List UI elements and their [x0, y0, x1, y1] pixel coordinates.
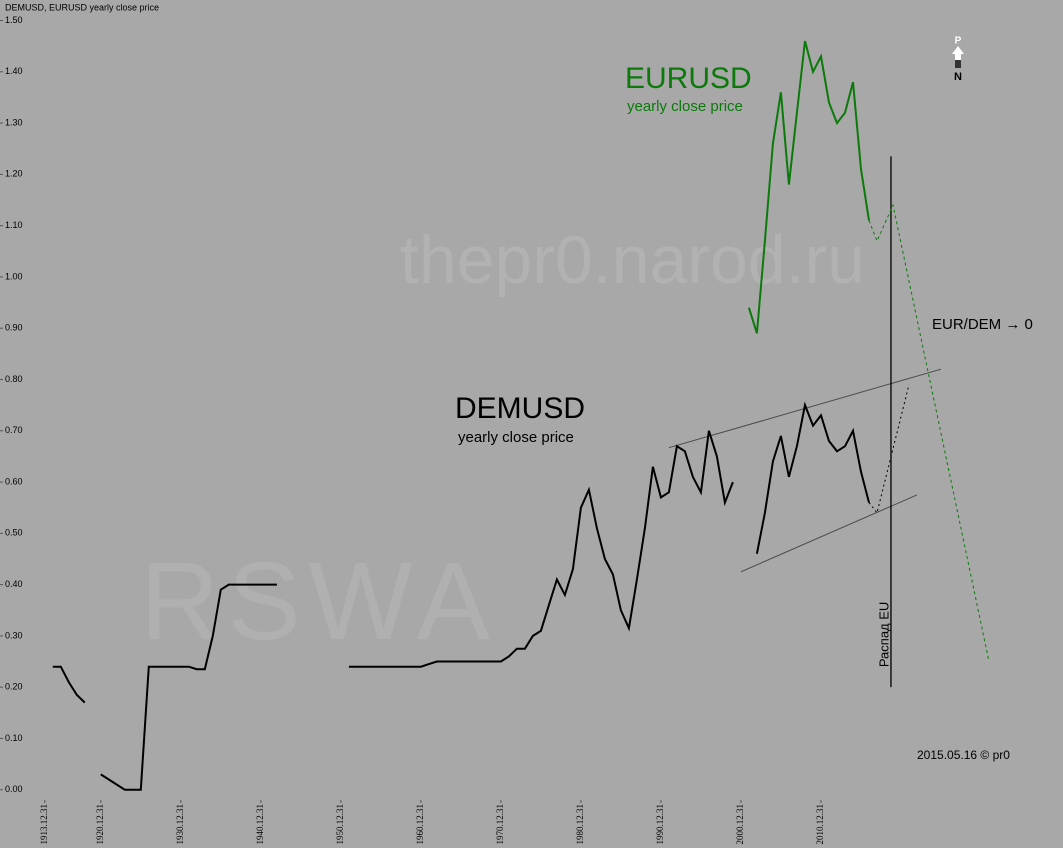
watermark: RSWA — [140, 540, 498, 663]
series-label: EURUSD — [625, 62, 752, 95]
y-tick-label: 1.30 — [5, 117, 23, 127]
y-tick-label: 1.50 — [5, 15, 23, 25]
y-tick-label: 0.70 — [5, 425, 23, 435]
x-tick-label: 1990.12.31 — [655, 804, 665, 845]
compass: P N — [952, 36, 964, 83]
x-tick-label: 1950.12.31 — [335, 804, 345, 845]
x-tick-label: 2000.12.31 — [735, 804, 745, 845]
x-tick-label: 1960.12.31 — [415, 804, 425, 845]
x-tick-label: 1970.12.31 — [495, 804, 505, 845]
watermark: thepr0.narod.ru — [400, 222, 865, 298]
x-tick-label: 1913.12.31 — [39, 804, 49, 845]
y-tick-label: 0.50 — [5, 528, 23, 538]
y-tick-label: 1.20 — [5, 169, 23, 179]
series-line — [52, 401, 870, 791]
y-tick-label: 1.40 — [5, 66, 23, 76]
y-tick-label: 0.60 — [5, 476, 23, 486]
annotation: EUR/DEM → 0 — [932, 316, 1033, 333]
x-tick-label: 1920.12.31 — [95, 804, 105, 845]
x-tick-label: 1930.12.31 — [175, 804, 185, 845]
series-line — [747, 40, 870, 334]
y-tick-label: 1.00 — [5, 271, 23, 281]
chart-title: DEMUSD, EURUSD yearly close price — [5, 2, 159, 12]
compass-label: N — [954, 71, 962, 83]
x-tick-label: 2010.12.31 — [815, 804, 825, 845]
forecast-line — [868, 384, 910, 514]
y-tick-label: 0.90 — [5, 323, 23, 333]
x-tick-label: 1940.12.31 — [255, 804, 265, 845]
annotation: 2015.05.16 © pr0 — [917, 748, 1010, 762]
series-subtitle: yearly close price — [458, 429, 574, 446]
y-tick-label: 1.10 — [5, 220, 23, 230]
series-label: DEMUSD — [455, 392, 585, 425]
x-tick-label: 1980.12.31 — [575, 804, 585, 845]
trend-line — [740, 494, 918, 573]
compass-label: P — [955, 36, 962, 47]
y-tick-label: 0.80 — [5, 374, 23, 384]
forecast-line — [868, 203, 990, 662]
y-tick-label: 0.40 — [5, 579, 23, 589]
series-subtitle: yearly close price — [627, 98, 743, 115]
y-tick-label: 0.00 — [5, 784, 23, 794]
y-tick-label: 0.20 — [5, 682, 23, 692]
vertical-line-label: Распад EU — [876, 602, 891, 668]
y-tick-label: 0.30 — [5, 630, 23, 640]
y-tick-label: 0.10 — [5, 733, 23, 743]
